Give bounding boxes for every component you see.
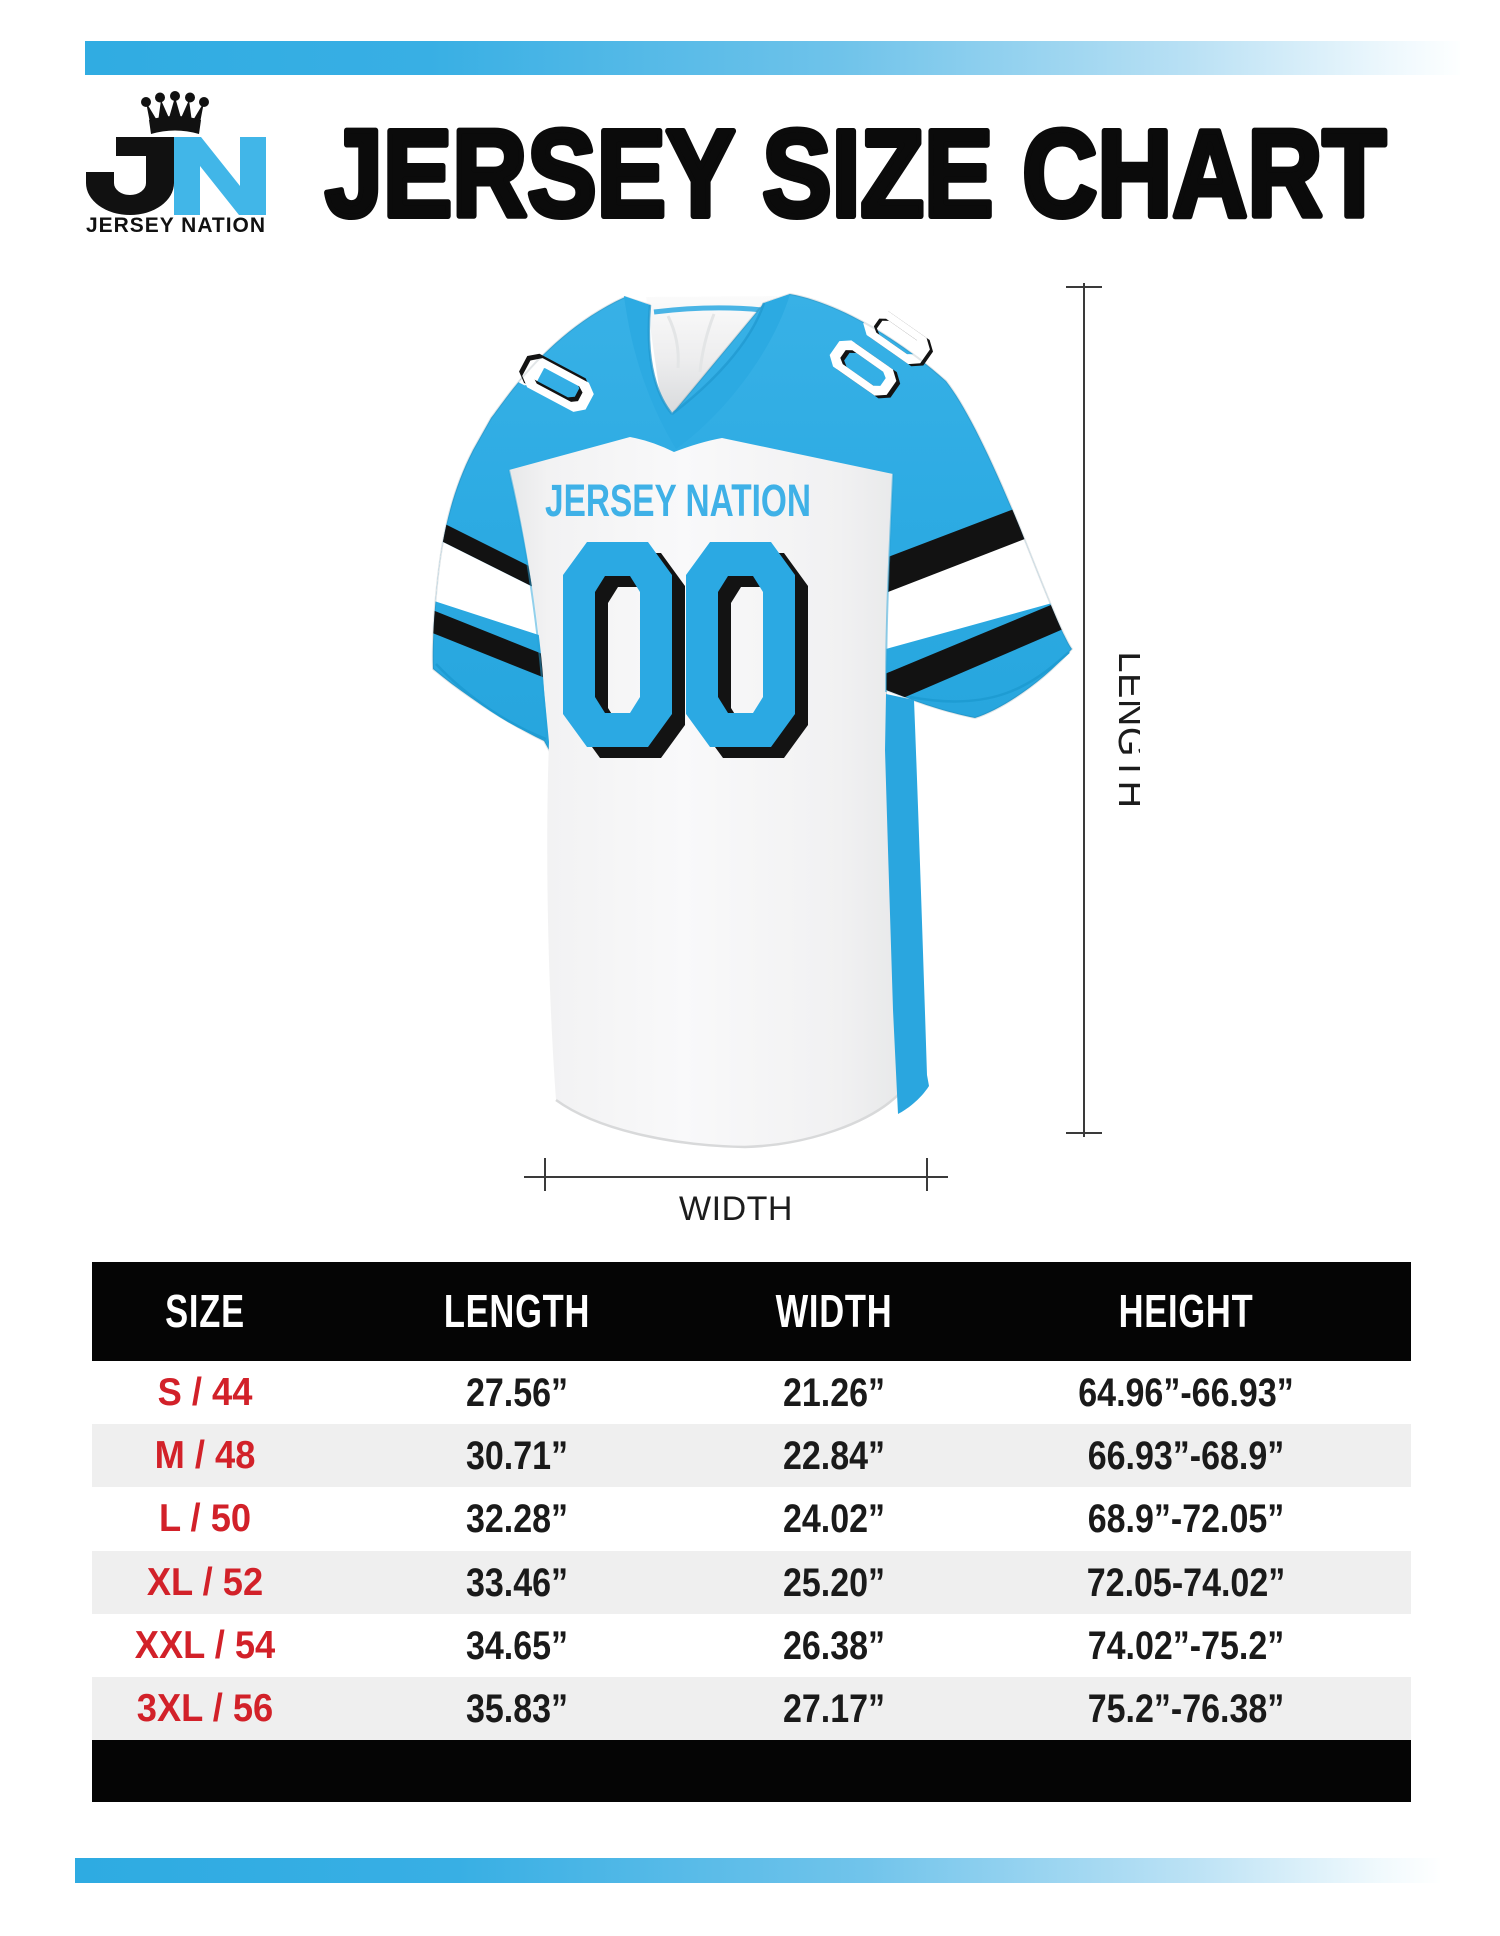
svg-text:JERSEY SIZE CHART: JERSEY SIZE CHART — [325, 106, 1386, 235]
svg-text:JERSEY NATION: JERSEY NATION — [545, 475, 811, 526]
svg-text:JERSEY NATION: JERSEY NATION — [86, 214, 266, 237]
svg-text:WIDTH: WIDTH — [679, 1190, 793, 1228]
svg-text:LENGTH: LENGTH — [1110, 651, 1140, 808]
